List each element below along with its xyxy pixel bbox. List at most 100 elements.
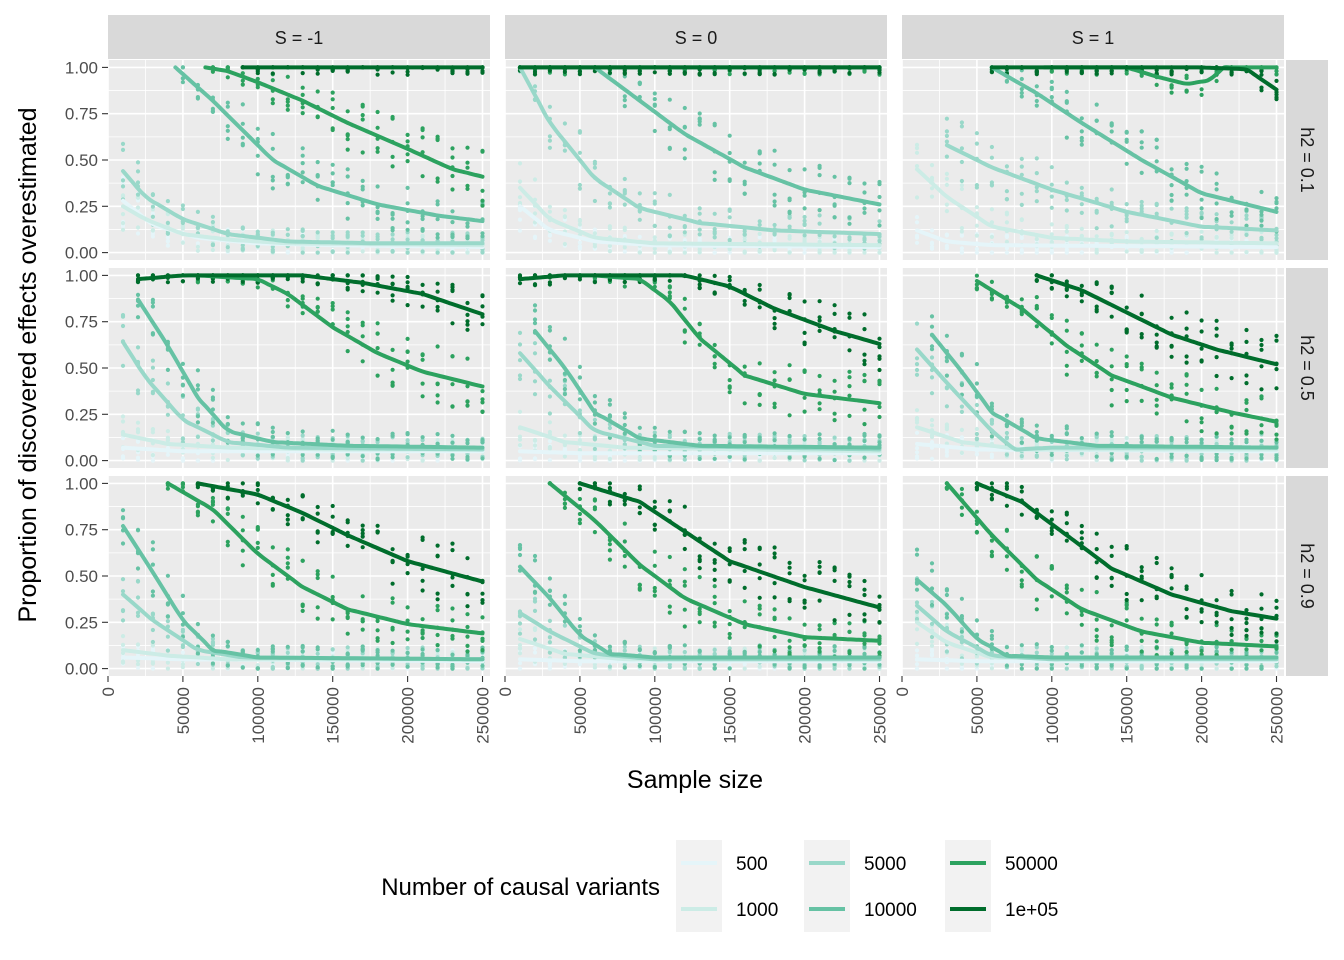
data-point	[120, 618, 126, 623]
data-point	[120, 212, 126, 217]
data-point	[450, 209, 455, 214]
data-point	[165, 235, 170, 240]
data-point	[315, 529, 320, 534]
data-point	[135, 420, 141, 425]
data-point	[1274, 386, 1279, 391]
data-point	[315, 511, 320, 516]
data-point	[1259, 394, 1264, 399]
data-point	[667, 127, 672, 132]
data-point	[974, 437, 980, 442]
data-point	[255, 126, 260, 131]
data-point	[697, 111, 702, 116]
data-point	[180, 629, 185, 634]
data-point	[532, 177, 538, 182]
data-point	[652, 128, 657, 134]
data-point	[592, 446, 598, 451]
data-point	[817, 328, 822, 333]
data-point	[1274, 97, 1279, 102]
data-point	[727, 390, 732, 395]
data-point	[195, 248, 200, 253]
data-point	[210, 109, 215, 114]
data-point	[240, 665, 245, 670]
data-point	[405, 664, 410, 669]
data-point	[929, 417, 935, 423]
data-point	[862, 327, 867, 332]
data-point	[300, 85, 305, 90]
data-point	[682, 329, 687, 334]
data-point	[847, 181, 852, 186]
data-point	[944, 453, 950, 458]
data-point	[165, 634, 170, 639]
data-point	[1169, 192, 1174, 198]
data-point	[1259, 189, 1264, 195]
data-point	[450, 71, 455, 76]
data-point	[847, 311, 852, 316]
data-point	[405, 349, 410, 354]
data-point	[300, 603, 305, 609]
data-point	[532, 303, 538, 308]
data-point	[517, 281, 523, 286]
data-point	[270, 78, 275, 83]
data-point	[1229, 437, 1234, 442]
data-point	[180, 593, 185, 598]
data-point	[360, 320, 365, 325]
data-point	[270, 131, 275, 137]
data-point	[1079, 185, 1084, 190]
data-point	[577, 222, 583, 227]
data-point	[1094, 454, 1099, 459]
data-point	[832, 458, 837, 463]
data-point	[405, 645, 410, 651]
data-point	[225, 65, 230, 70]
data-point	[375, 437, 380, 442]
data-point	[405, 455, 410, 460]
data-point	[150, 331, 155, 336]
data-point	[240, 135, 245, 140]
data-point	[120, 323, 126, 329]
data-point	[390, 154, 395, 159]
data-point	[285, 555, 290, 560]
data-point	[1079, 226, 1084, 231]
data-point	[300, 493, 305, 498]
data-point	[135, 595, 141, 600]
data-point	[225, 457, 230, 463]
data-point	[240, 514, 245, 519]
data-point	[285, 99, 290, 104]
data-point	[210, 247, 215, 253]
data-point	[697, 206, 702, 211]
data-point	[847, 393, 852, 398]
data-point	[1109, 457, 1114, 462]
data-point	[180, 650, 185, 655]
data-point	[1199, 197, 1204, 202]
data-point	[1214, 355, 1219, 360]
data-point	[255, 136, 260, 142]
data-point	[682, 230, 687, 235]
data-point	[120, 414, 126, 419]
data-point	[959, 159, 965, 165]
data-point	[1199, 346, 1204, 351]
data-point	[1154, 235, 1159, 240]
data-point	[135, 528, 141, 533]
data-point	[375, 237, 380, 242]
data-point	[225, 104, 230, 109]
data-point	[345, 137, 350, 142]
data-point	[802, 218, 807, 223]
data-point	[285, 561, 290, 566]
data-point	[135, 665, 141, 670]
data-point	[944, 171, 950, 176]
data-point	[772, 321, 777, 326]
data-point	[772, 378, 777, 383]
data-point	[1049, 79, 1054, 84]
data-point	[1034, 98, 1039, 104]
data-point	[1274, 432, 1279, 437]
data-point	[390, 298, 395, 303]
data-point	[1019, 202, 1024, 207]
data-point	[959, 183, 965, 188]
data-point	[712, 250, 717, 255]
data-point	[622, 284, 627, 289]
data-point	[285, 431, 290, 436]
data-point	[360, 104, 365, 109]
data-point	[465, 634, 470, 639]
data-point	[974, 223, 980, 228]
data-point	[974, 426, 980, 432]
data-point	[742, 232, 747, 237]
